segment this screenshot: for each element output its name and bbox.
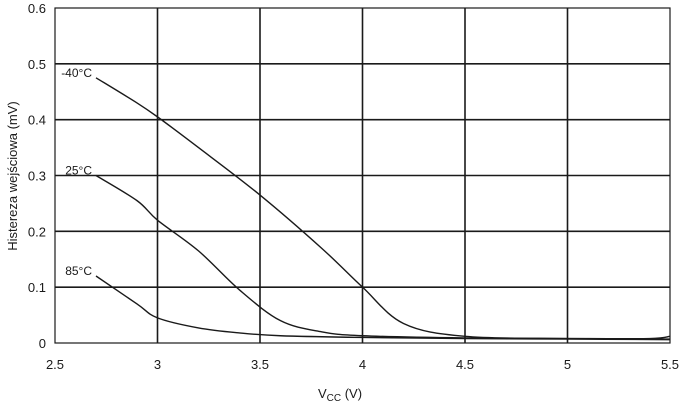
y-tick-label: 0.6 bbox=[28, 1, 46, 16]
x-tick-label: 5 bbox=[564, 357, 571, 372]
x-tick-label: 2.5 bbox=[46, 357, 64, 372]
series-line bbox=[95, 77, 671, 340]
x-tick-label: 4.5 bbox=[456, 357, 474, 372]
x-axis-label-main: V bbox=[318, 386, 327, 401]
series-label: -40°C bbox=[61, 66, 92, 80]
x-tick-label: 3 bbox=[154, 357, 161, 372]
x-axis-label-sub: CC bbox=[327, 393, 341, 402]
x-tick-label: 4 bbox=[359, 357, 366, 372]
y-tick-label: 0.4 bbox=[28, 113, 46, 128]
y-tick-label: 0.2 bbox=[28, 224, 46, 239]
y-axis-label: Histereza wejściowa (mV) bbox=[5, 101, 20, 251]
series-line bbox=[95, 174, 671, 340]
x-axis-label: VCC (V) bbox=[318, 386, 362, 402]
grid bbox=[54, 7, 671, 344]
series-line bbox=[95, 275, 671, 341]
tick-labels: 2.5 3 3.5 4 4.5 5 5.5 0 0.1 0.2 0.3 0.4 0.5 0.6 -40°C 2… bbox=[28, 1, 679, 372]
series-lines bbox=[95, 77, 671, 341]
y-tick-label: 0.1 bbox=[28, 280, 46, 295]
x-tick-label: 5.5 bbox=[661, 357, 679, 372]
series-label: 25°C bbox=[65, 164, 92, 178]
y-tick-label: 0 bbox=[39, 336, 46, 351]
series-label: 85°C bbox=[65, 264, 92, 278]
y-tick-label: 0.5 bbox=[28, 57, 46, 72]
y-tick-label: 0.3 bbox=[28, 169, 46, 184]
x-axis-label-unit: (V) bbox=[341, 386, 362, 401]
x-tick-label: 3.5 bbox=[251, 357, 269, 372]
